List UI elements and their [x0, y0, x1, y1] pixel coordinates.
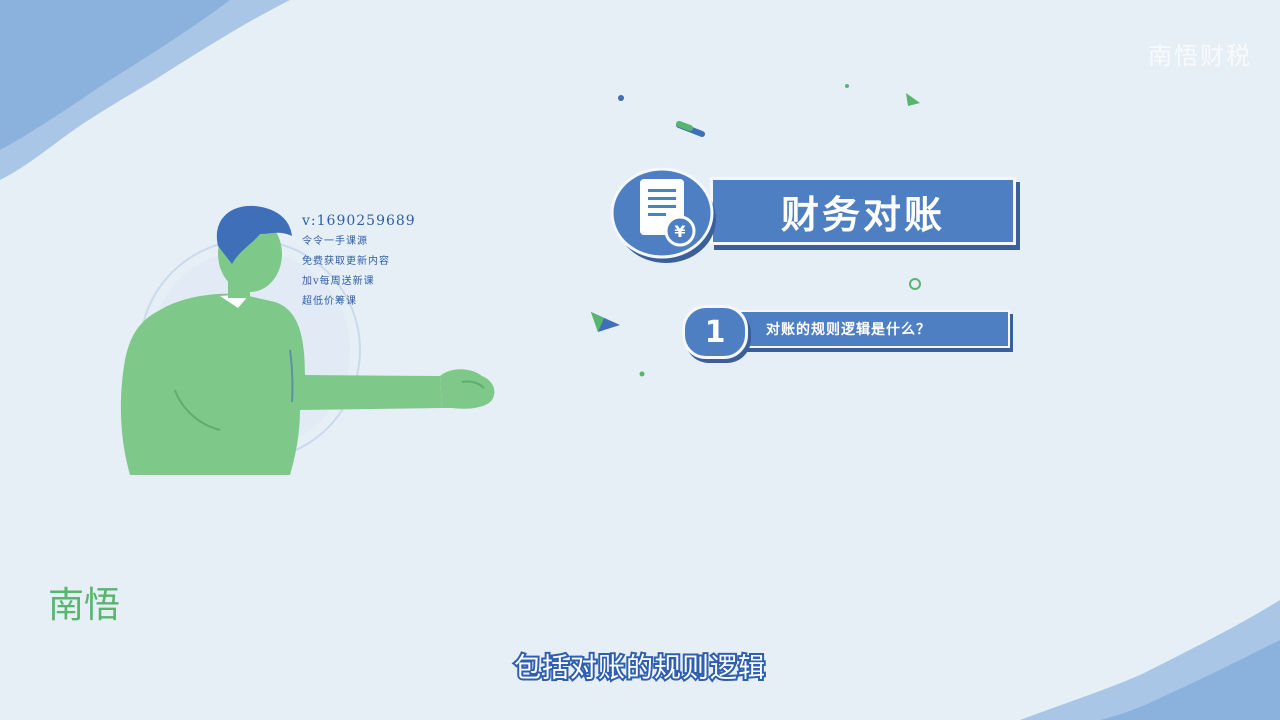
- svg-text:¥: ¥: [674, 222, 685, 241]
- outline-item-text: 对账的规则逻辑是什么？: [766, 322, 931, 338]
- outline-item: 对账的规则逻辑是什么？ 1: [680, 305, 1020, 361]
- brand-logo: 南悟: [48, 582, 128, 692]
- watermark: 南悟财税: [1148, 42, 1252, 70]
- contact-line: v:1690259689: [302, 213, 416, 229]
- brush-stroke-bottom-right: [1020, 600, 1280, 720]
- video-subtitle: 包括对账的规则逻辑: [512, 651, 767, 686]
- presenter-illustration: [120, 205, 495, 475]
- title-banner: 财务对账: [710, 177, 1016, 245]
- logo-text: 南悟: [48, 585, 121, 626]
- title-card: 财务对账 ¥: [610, 165, 1020, 265]
- invoice-icon: ¥: [610, 167, 716, 263]
- outline-item-number: 1: [682, 305, 748, 359]
- contact-overlay: v:1690259689 令令一手课源 免费获取更新内容 加v每周送新课 超低价…: [302, 212, 416, 312]
- contact-line: 超低价筹课: [302, 296, 357, 307]
- contact-line: 加v每周送新课: [302, 276, 375, 287]
- page-title: 财务对账: [780, 192, 945, 237]
- brush-stroke-top-left: [0, 0, 290, 180]
- contact-line: 令令一手课源: [302, 236, 368, 247]
- contact-line: 免费获取更新内容: [302, 256, 390, 267]
- outline-item-bar: 对账的规则逻辑是什么？: [720, 310, 1010, 348]
